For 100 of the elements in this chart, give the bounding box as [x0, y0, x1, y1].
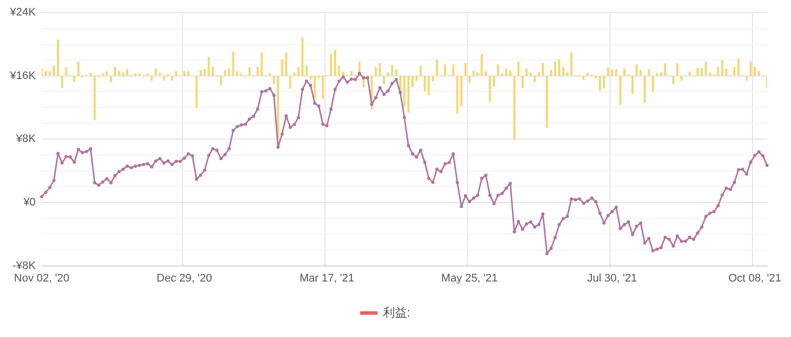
- bar: [542, 62, 544, 76]
- bar: [306, 66, 308, 76]
- bar: [293, 72, 296, 76]
- y-tick-label: -¥8K: [12, 260, 36, 272]
- bar: [505, 68, 508, 76]
- bar: [472, 70, 475, 76]
- bar: [623, 68, 626, 76]
- bar: [737, 58, 740, 76]
- bar: [61, 76, 64, 88]
- bar: [513, 76, 516, 140]
- bar: [212, 66, 214, 76]
- bar: [680, 76, 682, 81]
- bar: [374, 67, 377, 76]
- bar: [460, 76, 462, 106]
- bar: [277, 76, 280, 141]
- bar: [301, 38, 304, 76]
- bar: [733, 66, 736, 76]
- bar: [676, 63, 678, 76]
- bar: [106, 72, 108, 76]
- bar: [411, 76, 414, 88]
- bar: [488, 76, 491, 102]
- bar: [644, 76, 646, 103]
- bar: [534, 76, 536, 82]
- bar: [640, 70, 642, 76]
- bar: [114, 66, 116, 76]
- bar: [314, 76, 316, 98]
- bar: [256, 66, 259, 76]
- bar: [228, 68, 230, 76]
- bar: [607, 68, 610, 76]
- x-tick-label: May 25, '21: [441, 272, 498, 284]
- bar: [456, 76, 458, 114]
- bar: [562, 67, 564, 76]
- bar: [208, 56, 210, 76]
- bar: [350, 71, 352, 76]
- bar: [436, 59, 438, 76]
- bar: [648, 69, 650, 76]
- bar: [248, 67, 251, 76]
- bar: [272, 76, 275, 84]
- bar: [158, 72, 161, 76]
- bar: [318, 76, 320, 78]
- legend-label: 利益:: [382, 305, 410, 320]
- bar: [750, 61, 752, 76]
- bar: [660, 72, 662, 76]
- bar: [452, 64, 454, 76]
- bar: [602, 76, 606, 89]
- bar: [509, 70, 512, 76]
- bar: [285, 52, 288, 76]
- bar: [162, 76, 165, 81]
- bar: [708, 72, 711, 76]
- y-tick-label: ¥16K: [8, 70, 36, 82]
- bar: [90, 72, 92, 76]
- bar: [521, 76, 524, 88]
- bar: [550, 70, 552, 76]
- bar: [391, 64, 394, 76]
- bar: [187, 71, 190, 76]
- bar: [611, 69, 614, 76]
- bar: [526, 68, 528, 76]
- bar: [330, 54, 332, 76]
- bar: [183, 71, 186, 76]
- bar: [126, 69, 128, 76]
- bar: [619, 76, 622, 106]
- bar: [746, 76, 748, 81]
- bar: [558, 59, 560, 76]
- bar: [416, 76, 418, 81]
- x-tick-label: Jul 30, '21: [587, 272, 638, 284]
- bar: [696, 68, 699, 76]
- bar: [407, 76, 410, 113]
- bar: [725, 68, 728, 76]
- bar: [664, 63, 666, 76]
- bar: [704, 62, 707, 76]
- bar: [200, 70, 202, 76]
- bar: [598, 76, 601, 91]
- bar: [171, 76, 174, 81]
- bar: [656, 73, 658, 76]
- bar: [52, 66, 55, 76]
- bar: [476, 72, 479, 76]
- bar: [122, 72, 124, 76]
- bar: [758, 71, 760, 76]
- bar: [538, 72, 540, 76]
- bar: [464, 62, 466, 76]
- bar: [428, 76, 430, 96]
- bar: [554, 62, 556, 76]
- y-tick-label: ¥24K: [8, 6, 36, 19]
- bar: [322, 76, 324, 99]
- bar: [44, 71, 47, 76]
- bar: [492, 76, 496, 87]
- bar: [150, 76, 153, 81]
- bar: [382, 76, 385, 84]
- bar: [636, 64, 638, 76]
- bar: [310, 76, 312, 80]
- bar: [65, 67, 68, 76]
- bar: [566, 72, 568, 76]
- bar: [334, 50, 336, 76]
- bar: [754, 66, 756, 76]
- bar: [196, 76, 198, 108]
- bar: [497, 64, 500, 76]
- bar: [586, 72, 589, 76]
- bar: [224, 70, 226, 76]
- bar: [204, 69, 206, 76]
- x-tick-label: Nov 02, '20: [14, 272, 70, 284]
